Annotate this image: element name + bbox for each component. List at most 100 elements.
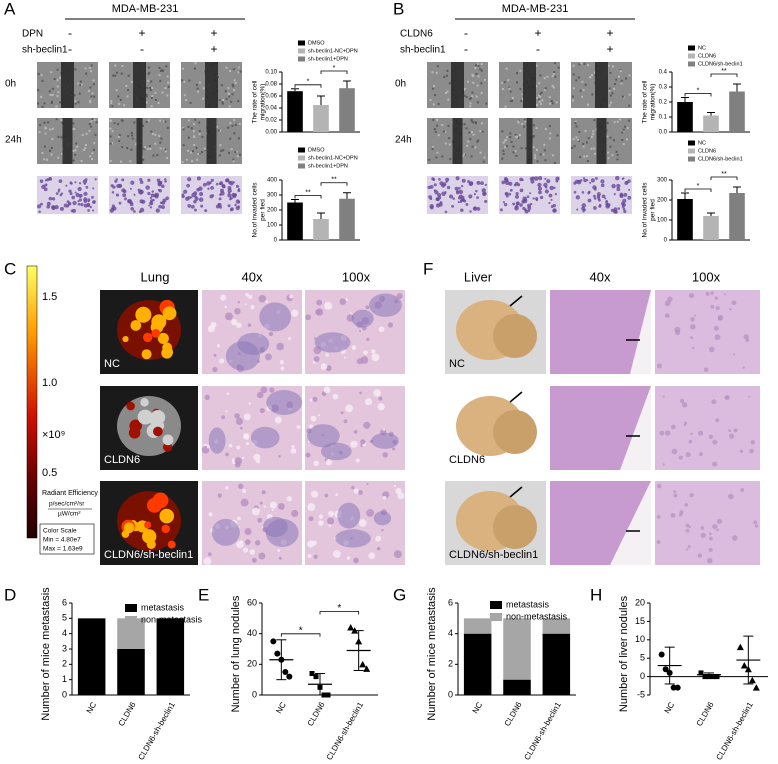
texture <box>225 98 228 101</box>
cell <box>600 183 605 188</box>
cell <box>554 192 558 196</box>
cell <box>222 184 226 189</box>
texture <box>164 120 167 123</box>
texture <box>555 101 558 104</box>
texture <box>187 149 190 152</box>
tissue <box>346 556 351 560</box>
signal <box>126 401 135 411</box>
wound-gap <box>62 118 73 164</box>
cell <box>605 202 609 206</box>
texture <box>143 147 146 150</box>
tissue <box>257 517 263 523</box>
texture <box>185 99 188 102</box>
cell <box>149 196 153 200</box>
texture <box>536 160 539 163</box>
cell <box>515 194 519 199</box>
cell <box>622 207 626 211</box>
cell <box>154 194 159 199</box>
cell <box>127 198 132 204</box>
texture <box>532 146 535 149</box>
signal <box>163 347 174 357</box>
sign: - <box>464 42 468 56</box>
tissue <box>656 515 661 519</box>
texture <box>590 147 593 150</box>
texture <box>118 134 121 137</box>
texture <box>431 87 434 90</box>
tissue <box>748 395 751 398</box>
texture <box>234 81 237 84</box>
data-point <box>363 665 371 672</box>
tissue <box>241 456 245 460</box>
texture <box>554 75 557 78</box>
data-point <box>736 643 744 651</box>
texture <box>463 123 466 126</box>
cell <box>77 202 81 206</box>
texture <box>476 140 479 143</box>
cell <box>502 201 506 204</box>
texture <box>571 146 574 149</box>
texture <box>539 95 542 98</box>
texture <box>152 154 155 157</box>
texture <box>161 69 164 72</box>
texture <box>579 89 582 92</box>
cell <box>605 199 608 203</box>
cell <box>39 179 44 183</box>
cell <box>555 176 560 181</box>
y-tick-label: 1 <box>62 674 67 684</box>
texture <box>222 98 225 101</box>
tissue <box>687 545 691 549</box>
cell <box>583 179 587 183</box>
cell <box>596 194 601 199</box>
tissue <box>664 313 670 318</box>
texture <box>543 143 546 146</box>
tissue <box>656 540 661 544</box>
cell <box>433 183 437 187</box>
texture <box>117 135 120 138</box>
tissue <box>690 432 693 436</box>
texture <box>544 128 547 131</box>
cell <box>187 195 191 200</box>
cell <box>220 191 225 196</box>
texture <box>80 83 83 86</box>
tissue <box>673 493 678 498</box>
texture <box>45 158 48 161</box>
texture <box>431 147 434 150</box>
significance-label: ** <box>305 189 311 196</box>
tissue <box>276 342 284 351</box>
texture <box>181 79 184 82</box>
texture <box>608 104 611 107</box>
x-tick-label: CLDN6 <box>117 700 138 728</box>
bar <box>677 199 693 240</box>
y-axis-label: per fied <box>650 199 657 221</box>
tissue <box>315 308 324 316</box>
bar <box>339 198 355 240</box>
cell <box>458 194 463 199</box>
texture <box>43 102 46 105</box>
texture <box>595 128 598 131</box>
texture <box>520 147 523 150</box>
texture <box>515 154 518 157</box>
texture <box>520 99 523 102</box>
texture <box>433 85 436 88</box>
tissue <box>667 296 673 303</box>
tissue <box>371 353 380 362</box>
texture <box>159 119 162 122</box>
y-axis-label: The rate of cell <box>252 80 259 124</box>
texture <box>472 81 475 84</box>
y-tick-label: 300 <box>657 178 668 184</box>
texture <box>239 70 242 73</box>
cell <box>627 195 632 200</box>
y-tick-label: 0.1 <box>659 115 668 121</box>
texture <box>185 158 188 161</box>
legend-swatch <box>688 53 695 59</box>
cell <box>187 203 192 208</box>
bar-segment <box>156 618 185 695</box>
cell <box>544 185 548 189</box>
cell <box>161 184 165 189</box>
y-tick-label: 0 <box>252 689 257 699</box>
texture <box>222 149 225 152</box>
texture <box>537 82 540 85</box>
texture <box>615 78 618 81</box>
texture <box>552 73 555 76</box>
texture <box>628 74 631 77</box>
